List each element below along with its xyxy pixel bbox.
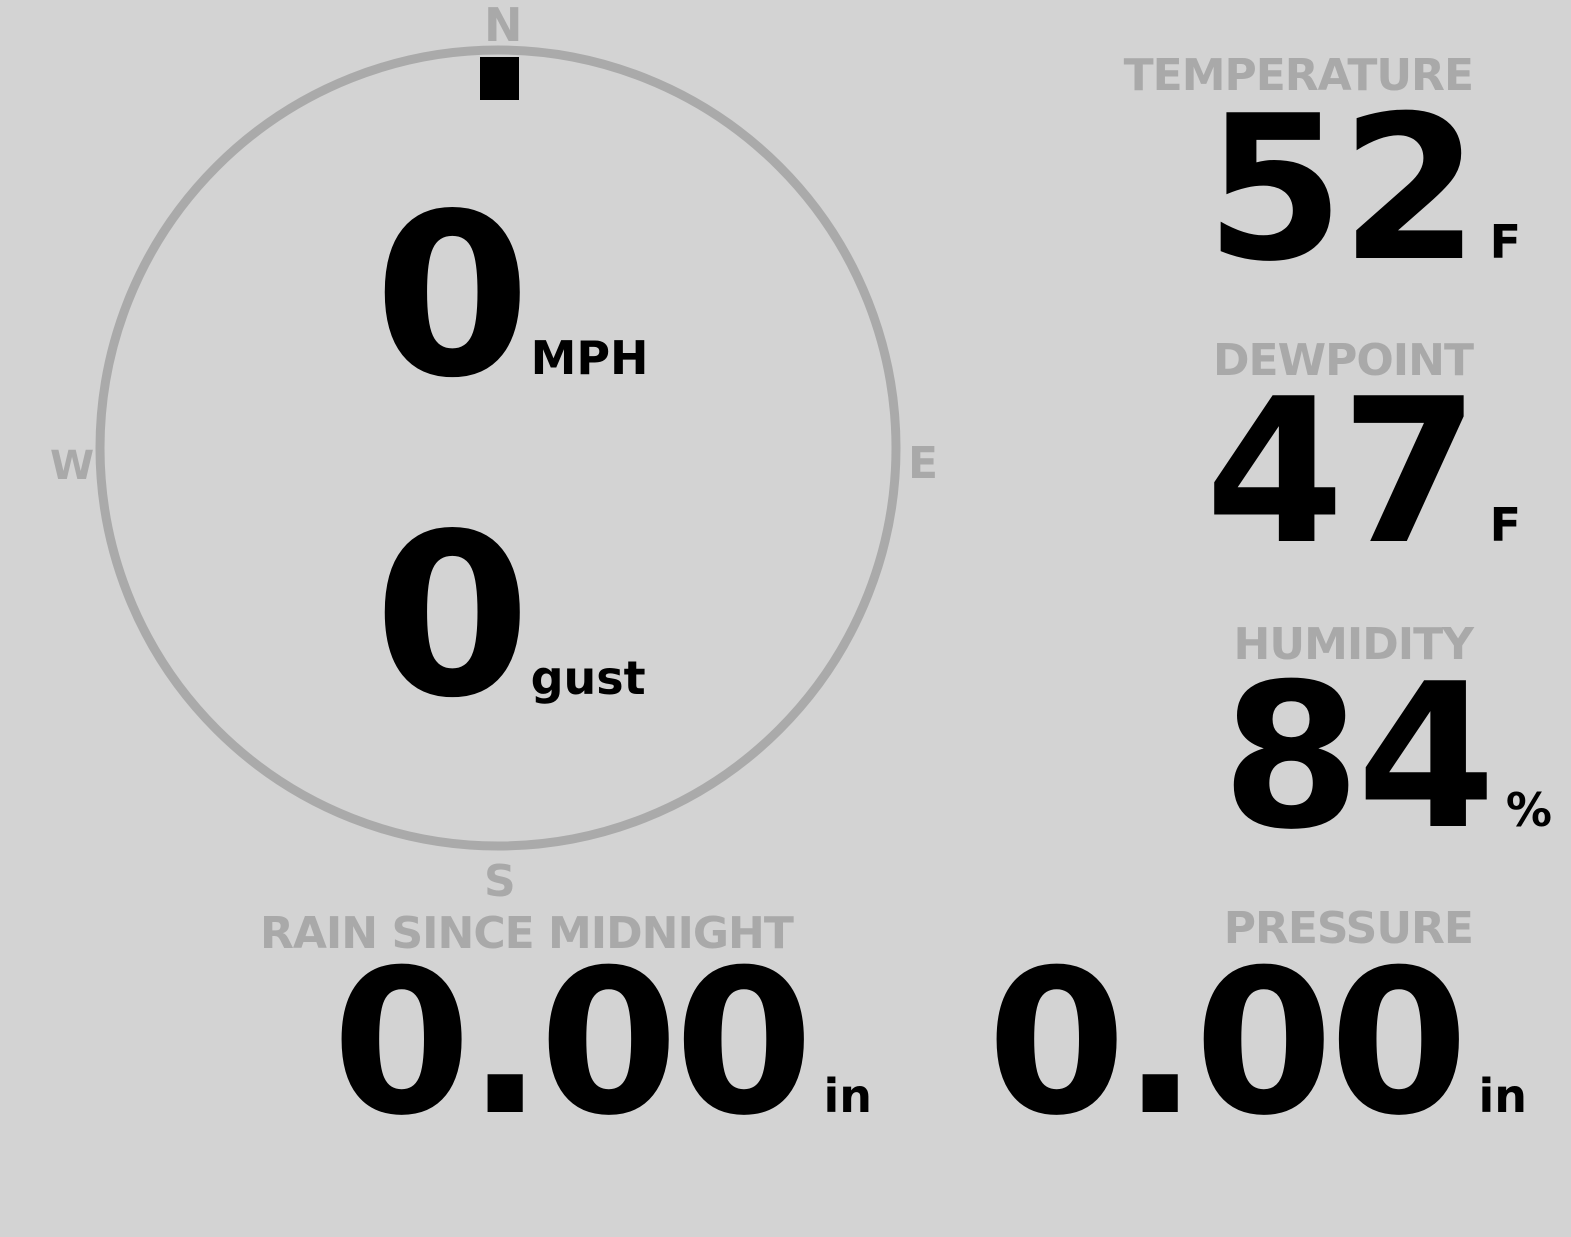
- wind-gust-value: 0: [374, 486, 531, 748]
- humidity-value: 84: [1221, 641, 1496, 874]
- humidity-unit: %: [1505, 783, 1552, 837]
- pressure-label: PRESSURE: [1223, 903, 1474, 954]
- wind-speed-unit: MPH: [530, 331, 649, 385]
- rain-unit: in: [823, 1069, 872, 1123]
- compass-west: W: [50, 443, 95, 489]
- humidity-row: 84 %: [1221, 641, 1552, 874]
- dewpoint-unit: F: [1489, 498, 1521, 552]
- pressure-value: 0.00: [987, 927, 1468, 1160]
- temperature-value: 52: [1205, 73, 1479, 306]
- compass-east: E: [908, 438, 939, 489]
- wind-speed-value: 0: [374, 166, 531, 428]
- pressure-row: 0.00 in: [987, 927, 1527, 1160]
- humidity-label: HUMIDITY: [1233, 619, 1474, 670]
- rain-value: 0.00: [332, 927, 813, 1160]
- wind-direction-marker: [480, 57, 519, 100]
- wind-gust-row: 0 gust: [374, 486, 646, 748]
- dewpoint-label: DEWPOINT: [1213, 335, 1474, 386]
- temperature-unit: F: [1489, 215, 1521, 269]
- compass-north: N: [484, 0, 523, 52]
- temperature-row: 52 F: [1205, 73, 1521, 306]
- dewpoint-row: 47 F: [1205, 356, 1521, 589]
- wind-gust-label: gust: [530, 651, 646, 705]
- wind-compass: [95, 45, 901, 851]
- dewpoint-value: 47: [1205, 356, 1479, 589]
- rain-row: 0.00 in: [332, 927, 872, 1160]
- compass-south: S: [484, 856, 516, 907]
- temperature-label: TEMPERATURE: [1123, 50, 1474, 101]
- compass-ring: [95, 45, 901, 851]
- wind-speed-row: 0 MPH: [374, 166, 649, 428]
- pressure-unit: in: [1478, 1069, 1527, 1123]
- rain-label: RAIN SINCE MIDNIGHT: [260, 908, 794, 959]
